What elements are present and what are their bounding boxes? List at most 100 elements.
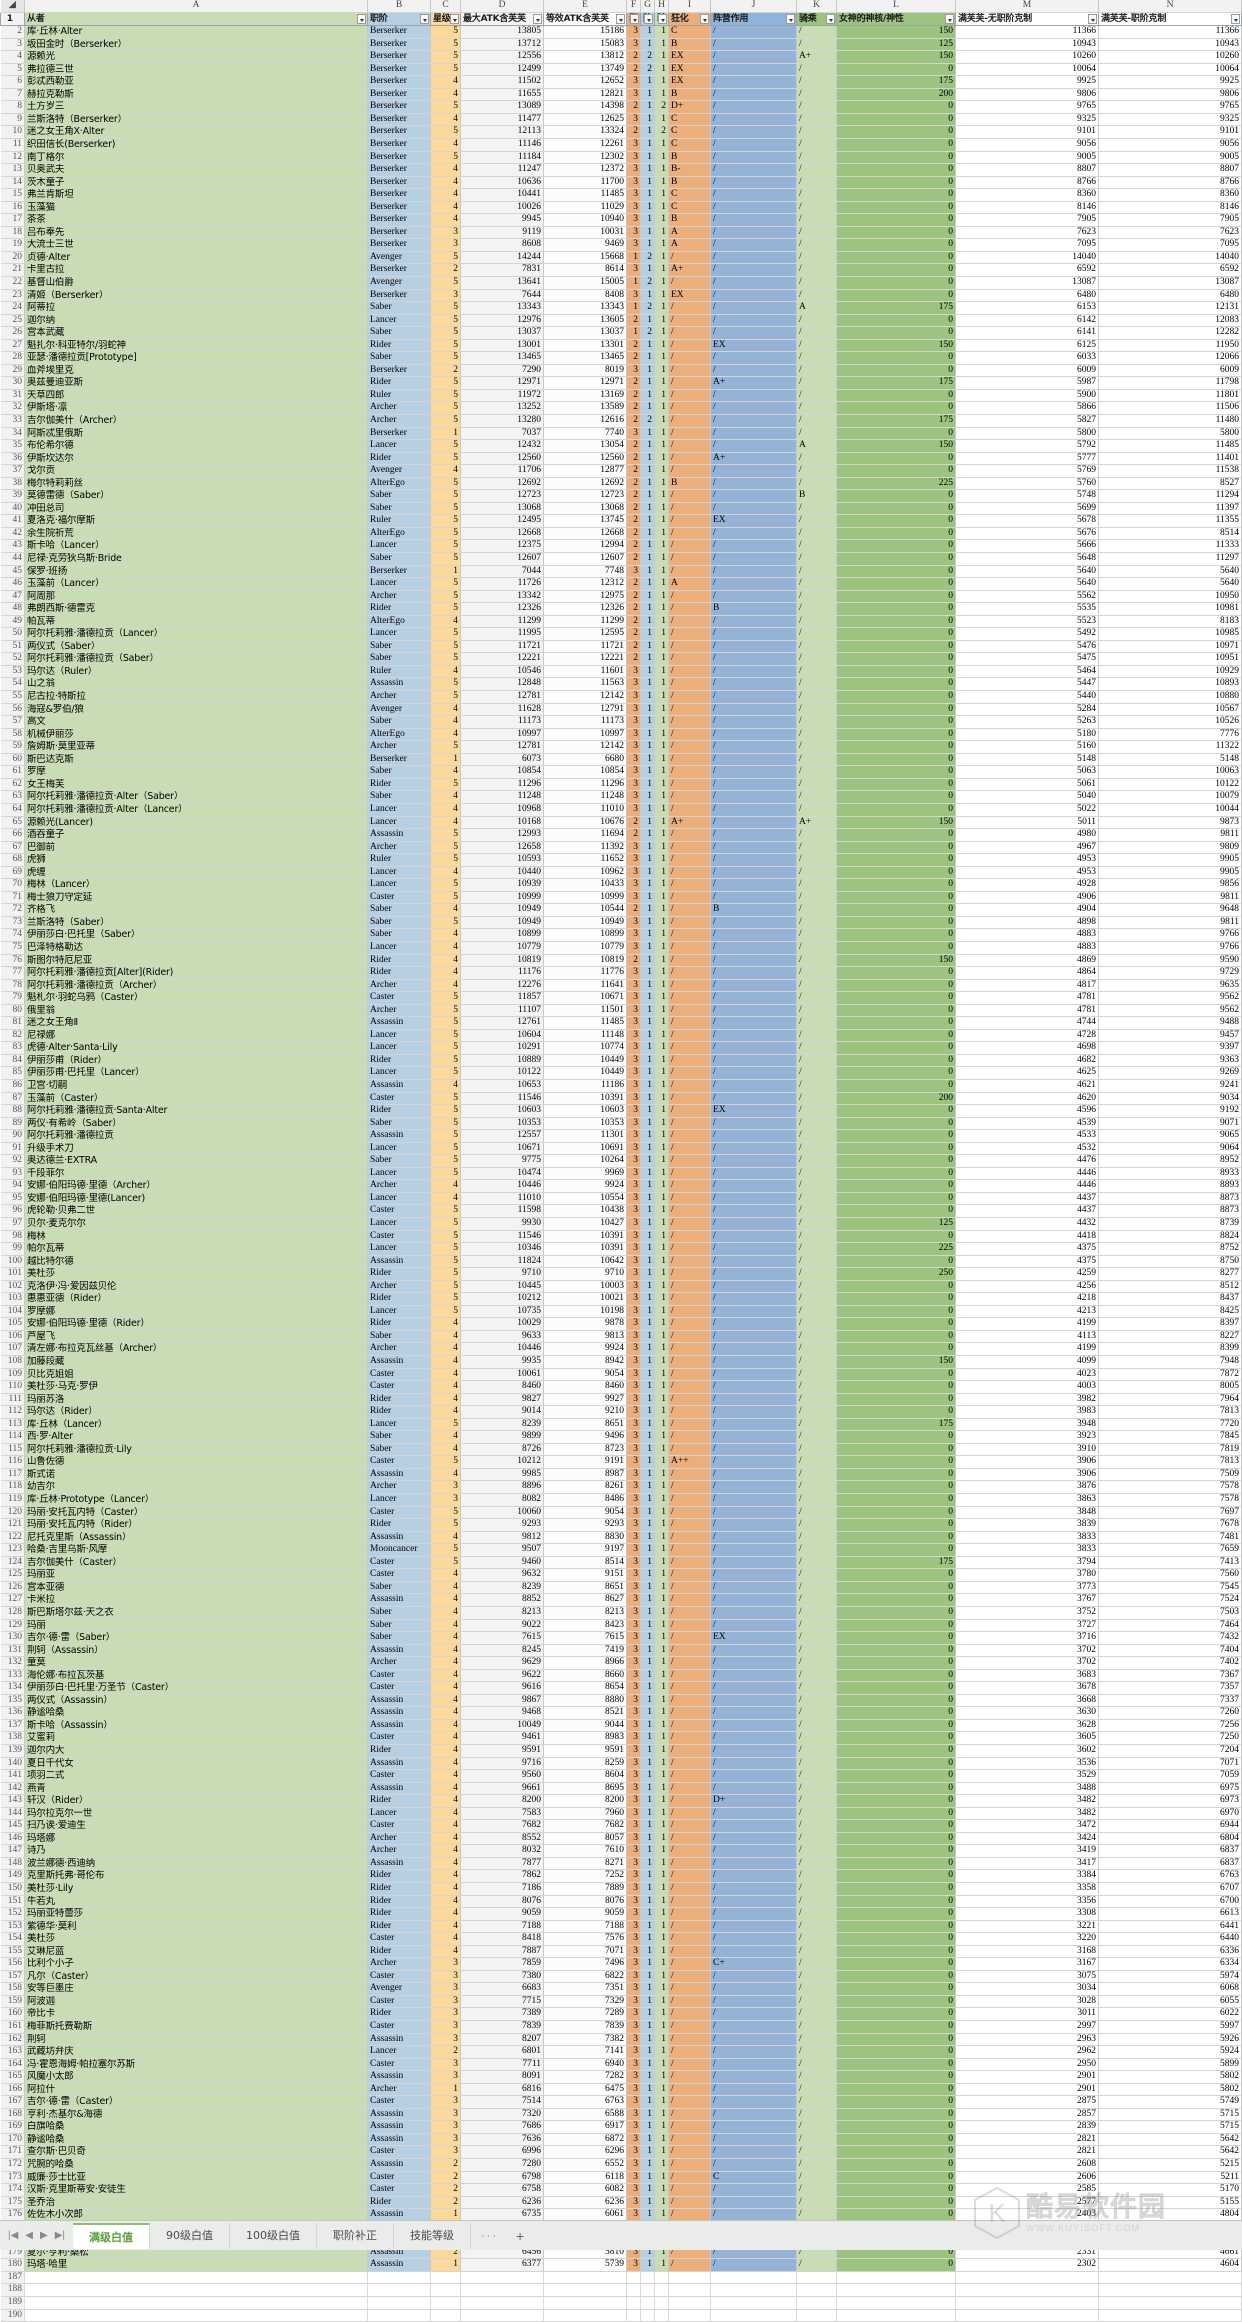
cell-H160[interactable]: 1 <box>655 2008 669 2021</box>
cell-D60[interactable]: 6073 <box>461 753 544 766</box>
cell-C19[interactable]: 3 <box>431 239 461 252</box>
row-number[interactable]: 114 <box>1 1431 25 1444</box>
cell-C24[interactable]: 5 <box>431 302 461 315</box>
cell-H73[interactable]: 1 <box>655 916 669 929</box>
cell-N136[interactable]: 7260 <box>1099 1707 1242 1720</box>
cell-D43[interactable]: 12375 <box>461 540 544 553</box>
cell-L144[interactable]: 0 <box>837 1807 956 1820</box>
cell-J6[interactable]: / <box>711 76 797 89</box>
cell-K41[interactable]: / <box>797 515 837 528</box>
cell-B80[interactable]: Archer <box>368 1004 431 1017</box>
cell-L172[interactable]: 0 <box>837 2159 956 2172</box>
row-number[interactable]: 7 <box>1 88 25 101</box>
cell-I106[interactable]: / <box>669 1330 711 1343</box>
cell-G87[interactable]: 1 <box>641 1092 655 1105</box>
cell-F139[interactable]: 3 <box>627 1744 641 1757</box>
cell-K126[interactable]: / <box>797 1581 837 1594</box>
cell-A54[interactable]: 山之翁 <box>25 678 368 691</box>
empty-cell[interactable] <box>797 2284 837 2297</box>
cell-C116[interactable]: 5 <box>431 1456 461 1469</box>
cell-E168[interactable]: 6588 <box>544 2108 627 2121</box>
cell-E78[interactable]: 11641 <box>544 979 627 992</box>
cell-K8[interactable]: / <box>797 101 837 114</box>
cell-H146[interactable]: 1 <box>655 1832 669 1845</box>
row-number[interactable]: 91 <box>1 1142 25 1155</box>
cell-G88[interactable]: 1 <box>641 1105 655 1118</box>
cell-L77[interactable]: 0 <box>837 967 956 980</box>
cell-E43[interactable]: 12994 <box>544 540 627 553</box>
cell-B85[interactable]: Lancer <box>368 1067 431 1080</box>
cell-G22[interactable]: 2 <box>641 276 655 289</box>
cell-H56[interactable]: 1 <box>655 703 669 716</box>
cell-D28[interactable]: 13465 <box>461 352 544 365</box>
cell-K92[interactable]: / <box>797 1155 837 1168</box>
cell-H156[interactable]: 1 <box>655 1958 669 1971</box>
sheet-tab-3[interactable]: 职阶补正 <box>317 2223 394 2249</box>
cell-N31[interactable]: 11801 <box>1099 389 1242 402</box>
cell-G150[interactable]: 1 <box>641 1882 655 1895</box>
row-number[interactable]: 9 <box>1 113 25 126</box>
cell-B3[interactable]: Berserker <box>368 38 431 51</box>
row-number[interactable]: 79 <box>1 992 25 1005</box>
cell-D120[interactable]: 10060 <box>461 1506 544 1519</box>
row-number[interactable]: 97 <box>1 1218 25 1231</box>
cell-B126[interactable]: Saber <box>368 1581 431 1594</box>
cell-F156[interactable]: 3 <box>627 1958 641 1971</box>
cell-E161[interactable]: 7839 <box>544 2021 627 2034</box>
cell-K136[interactable]: / <box>797 1707 837 1720</box>
cell-K118[interactable]: / <box>797 1481 837 1494</box>
row-number[interactable]: 93 <box>1 1167 25 1180</box>
cell-F49[interactable]: 2 <box>627 615 641 628</box>
cell-I96[interactable]: / <box>669 1205 711 1218</box>
cell-L152[interactable]: 0 <box>837 1908 956 1921</box>
cell-N85[interactable]: 9269 <box>1099 1067 1242 1080</box>
cell-C18[interactable]: 3 <box>431 226 461 239</box>
cell-D80[interactable]: 11107 <box>461 1004 544 1017</box>
empty-cell[interactable] <box>544 2297 627 2310</box>
cell-L56[interactable]: 0 <box>837 703 956 716</box>
cell-D73[interactable]: 10949 <box>461 916 544 929</box>
cell-E76[interactable]: 10819 <box>544 954 627 967</box>
cell-F74[interactable]: 3 <box>627 929 641 942</box>
cell-G173[interactable]: 1 <box>641 2171 655 2184</box>
cell-N15[interactable]: 8360 <box>1099 189 1242 202</box>
cell-M158[interactable]: 3034 <box>956 1983 1099 1996</box>
cell-G20[interactable]: 2 <box>641 251 655 264</box>
cell-M91[interactable]: 4532 <box>956 1142 1099 1155</box>
cell-M140[interactable]: 3536 <box>956 1757 1099 1770</box>
cell-A61[interactable]: 罗摩 <box>25 766 368 779</box>
cell-I11[interactable]: C <box>669 138 711 151</box>
cell-A12[interactable]: 南丁格尔 <box>25 151 368 164</box>
cell-C122[interactable]: 4 <box>431 1531 461 1544</box>
cell-L138[interactable]: 0 <box>837 1732 956 1745</box>
cell-J68[interactable]: / <box>711 854 797 867</box>
cell-B167[interactable]: Caster <box>368 2096 431 2109</box>
cell-A149[interactable]: 克里斯托弗·哥伦布 <box>25 1870 368 1883</box>
cell-D79[interactable]: 11857 <box>461 992 544 1005</box>
cell-M62[interactable]: 5061 <box>956 778 1099 791</box>
cell-I166[interactable]: / <box>669 2083 711 2096</box>
cell-F44[interactable]: 2 <box>627 553 641 566</box>
cell-E169[interactable]: 6917 <box>544 2121 627 2134</box>
cell-J108[interactable]: / <box>711 1356 797 1369</box>
cell-K171[interactable]: / <box>797 2146 837 2159</box>
cell-J106[interactable]: / <box>711 1330 797 1343</box>
cell-K94[interactable]: / <box>797 1180 837 1193</box>
cell-H120[interactable]: 1 <box>655 1506 669 1519</box>
cell-J116[interactable]: / <box>711 1456 797 1469</box>
cell-M55[interactable]: 5440 <box>956 691 1099 704</box>
cell-K113[interactable]: / <box>797 1418 837 1431</box>
cell-M77[interactable]: 4864 <box>956 967 1099 980</box>
cell-B4[interactable]: Berserker <box>368 51 431 64</box>
cell-L159[interactable]: 0 <box>837 1995 956 2008</box>
cell-L116[interactable]: 0 <box>837 1456 956 1469</box>
cell-M58[interactable]: 5180 <box>956 728 1099 741</box>
